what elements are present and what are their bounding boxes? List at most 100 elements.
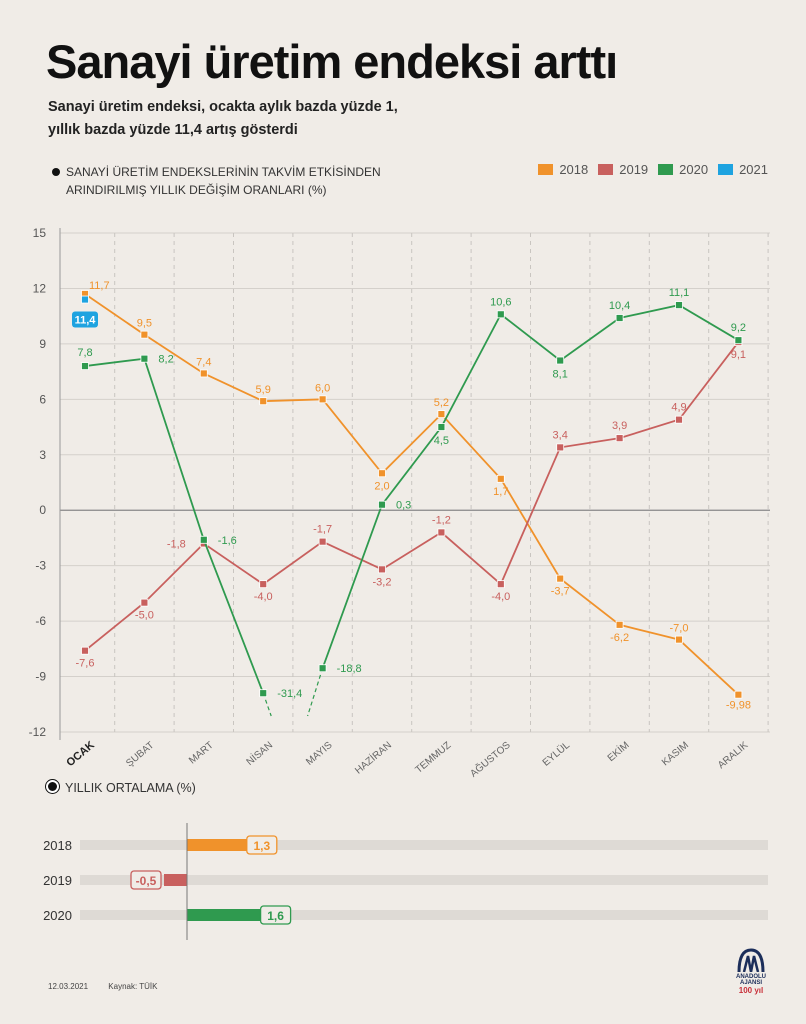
data-point-2019 (437, 528, 446, 537)
series-line-2019 (84, 341, 740, 652)
legend-item-2019: 2019 (598, 162, 648, 177)
subtitle-line-2: yıllık bazda yüzde 11,4 artış gösterdi (48, 122, 298, 138)
bar-value-label: 1,3 (253, 839, 270, 853)
average-bar-chart: 2018 1,3 2019 -0,5 2020 1,6 (43, 823, 768, 940)
series-line-2020 (321, 304, 739, 669)
page-title: Sanayi üretim endeksi arttı (46, 35, 618, 88)
data-point-2020 (318, 664, 327, 673)
data-label-2020: -18,8 (337, 663, 362, 675)
data-label-2020: 11,1 (669, 287, 690, 299)
y-tick-label: 0 (39, 503, 46, 517)
footer-source: Kaynak: TÜİK (108, 982, 158, 991)
data-label-2018: 5,2 (434, 397, 449, 409)
data-point-2018 (259, 397, 268, 406)
subtitle: Sanayi üretim endeksi, ocakta aylık bazd… (48, 96, 398, 142)
data-point-2020 (378, 500, 386, 509)
data-point-2019 (318, 537, 327, 546)
data-point-2018 (496, 474, 505, 483)
data-label-2020: 10,4 (609, 300, 630, 312)
y-tick-label: -9 (35, 670, 46, 684)
data-point-2019 (556, 443, 565, 452)
y-tick-label: 12 (33, 281, 47, 295)
legend-label: 2018 (559, 162, 589, 177)
data-label-2020: 0,3 (396, 500, 411, 512)
average-title: YILLIK ORTALAMA (%) (46, 780, 196, 795)
data-label-2019: 9,1 (731, 349, 746, 361)
aa-logo: ANADOLU AJANSI 100 yıl (728, 948, 774, 995)
data-point-2020 (615, 314, 624, 322)
legend-swatch (538, 164, 554, 175)
y-tick-label: -3 (35, 559, 46, 573)
bar-value-box (130, 870, 162, 890)
data-point-2018 (318, 395, 327, 404)
data-label-2020: -31,4 (277, 688, 302, 700)
data-point-2019 (81, 646, 89, 655)
data-label-2020: -1,6 (218, 535, 237, 547)
data-point-2018 (615, 620, 624, 629)
data-label-2020: 8,1 (553, 369, 568, 381)
data-point-2020 (437, 423, 446, 431)
data-label-2019: -4,0 (491, 591, 510, 603)
data-point-2018 (199, 369, 208, 378)
data-label-2018: 5,9 (256, 384, 271, 396)
data-label-2019: -5,0 (135, 610, 154, 622)
caption-line-1: SANAYİ ÜRETİM ENDEKSLERİNİN TAKVİM ETKİS… (66, 165, 381, 179)
bar-category-label: 2020 (43, 908, 72, 923)
data-point-2020 (675, 301, 683, 309)
data-label-2019: -3,2 (373, 576, 392, 588)
subtitle-line-1: Sanayi üretim endeksi, ocakta aylık bazd… (48, 99, 398, 115)
data-point-2020 (556, 356, 565, 365)
bar-track (80, 875, 768, 885)
data-point-2020 (81, 362, 89, 370)
data-label-2019: -1,7 (313, 524, 332, 536)
axis-break-dash (307, 668, 324, 717)
legend-item-2018: 2018 (538, 162, 588, 177)
data-label-2018: -6,2 (610, 632, 629, 644)
series-line-2020 (84, 357, 265, 694)
logo-text: ANADOLU AJANSI (736, 974, 766, 986)
footer-date: 12.03.2021 (48, 982, 89, 991)
y-tick-label: 6 (39, 392, 46, 406)
bar-track (80, 840, 768, 850)
data-point-2018 (675, 635, 683, 644)
legend-item-2020: 2020 (658, 162, 708, 177)
data-label-2018: 1,7 (493, 486, 508, 498)
data-label-2019: 3,4 (553, 429, 568, 441)
caption-line-2: ARINDIRILMIŞ YILLIK DEĞİŞİM ORANLARI (%) (66, 183, 327, 197)
data-point-2020 (496, 310, 505, 319)
data-point-2019 (615, 434, 624, 443)
bullet-icon (52, 168, 60, 176)
data-label-box-2021 (72, 311, 98, 328)
radio-icon (46, 780, 59, 793)
data-label-2018: 7,4 (196, 356, 211, 368)
data-point-2020 (140, 354, 149, 363)
y-tick-label: -6 (35, 614, 46, 628)
data-label-2019: -1,2 (432, 514, 451, 526)
data-point-2018 (140, 330, 149, 339)
data-label-2018: -3,7 (551, 586, 570, 598)
bar-category-label: 2019 (43, 873, 72, 888)
bar-track (80, 910, 768, 920)
bar-2018 (187, 839, 247, 851)
data-label-2020: 8,2 (158, 354, 173, 366)
y-tick-label: 9 (39, 337, 46, 351)
data-label-2020: 9,2 (731, 322, 746, 334)
legend: 2018 2019 2020 2021 (538, 162, 768, 177)
bar-category-label: 2018 (43, 838, 72, 853)
data-point-2018 (437, 410, 446, 419)
legend-label: 2021 (739, 162, 768, 177)
data-label-2019: -7,6 (76, 658, 95, 670)
data-point-2019 (259, 580, 268, 589)
data-point-2021 (81, 295, 89, 304)
data-label-2018: 2,0 (374, 480, 389, 492)
data-label-2018: 9,5 (137, 318, 152, 330)
data-point-2020 (734, 336, 743, 345)
bar-2019 (164, 874, 187, 886)
footer: 12.03.2021 Kaynak: TÜİK (48, 982, 176, 991)
bar-value-box (259, 905, 292, 925)
data-label-2019: 4,9 (671, 402, 686, 414)
legend-label: 2020 (679, 162, 709, 177)
y-tick-label: -12 (29, 725, 47, 739)
data-label-2019: -1,8 (167, 538, 186, 550)
